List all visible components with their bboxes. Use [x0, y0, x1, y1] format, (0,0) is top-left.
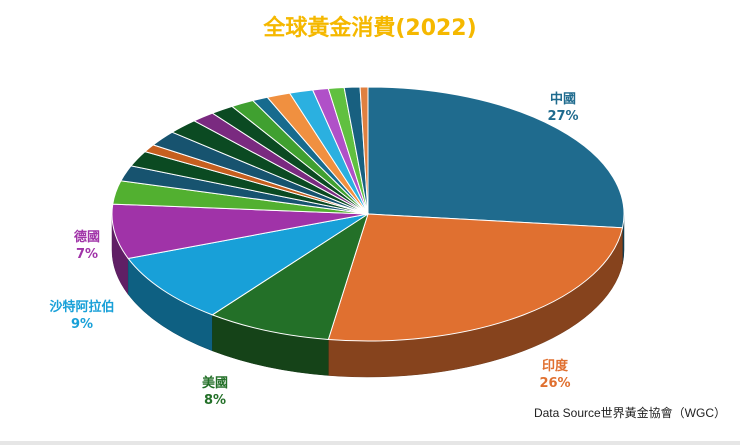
pie-slice-1	[327, 213, 624, 342]
slice-label-name: 德國	[73, 230, 100, 245]
slice-label-value: 7%	[75, 247, 99, 262]
slice-label-0: 中國 27%	[518, 91, 608, 125]
slice-label-name: 中國	[549, 92, 576, 107]
source-note: Data Source世界黃金協會（WGC）	[533, 406, 726, 420]
slice-label-2: 美國 8%	[170, 375, 260, 409]
slice-label-name: 沙特阿拉伯	[49, 300, 115, 315]
slice-label-name: 印度	[541, 359, 568, 374]
chart-title: 全球黃金消費(2022)	[263, 16, 477, 41]
slice-label-4: 德國 7%	[42, 229, 132, 263]
slice-label-3: 沙特阿拉伯 9%	[37, 299, 127, 333]
pie-slice-0	[367, 86, 625, 229]
slice-label-1: 印度 26%	[510, 358, 600, 392]
slice-label-value: 9%	[70, 317, 94, 332]
slice-label-value: 8%	[203, 393, 227, 408]
pie-slice-20	[359, 86, 369, 215]
slice-label-value: 27%	[547, 109, 579, 124]
pie-slice-3	[127, 213, 369, 316]
pie-slice-4	[111, 203, 369, 260]
bottom-divider	[0, 441, 740, 445]
pie-slice-2	[211, 212, 369, 340]
slice-label-value: 26%	[539, 376, 571, 391]
slice-label-name: 美國	[201, 376, 228, 391]
